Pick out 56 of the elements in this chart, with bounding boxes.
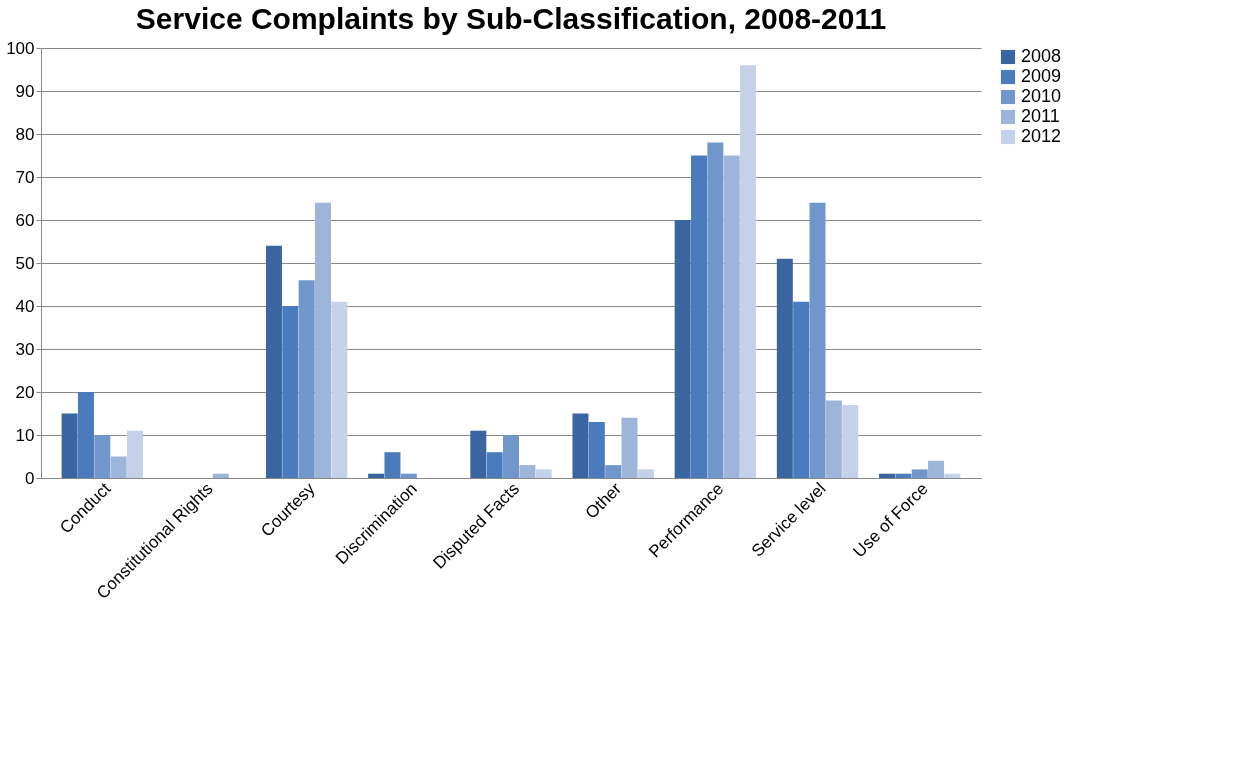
bar [282, 306, 299, 478]
bar [368, 473, 385, 478]
bar [212, 473, 229, 478]
bar [879, 473, 895, 478]
y-tick-label: 70 [15, 167, 35, 187]
bar [740, 65, 757, 478]
bar [384, 452, 401, 478]
bar [315, 202, 331, 478]
bar [723, 155, 740, 478]
bar [674, 220, 691, 478]
bar [298, 280, 315, 478]
y-tick-label: 10 [15, 425, 35, 445]
bar [61, 413, 78, 478]
bar [127, 430, 143, 478]
legend-label: 2010 [1021, 86, 1062, 106]
bar [110, 456, 127, 478]
y-tick-label: 0 [25, 468, 35, 488]
bar [535, 469, 552, 478]
bar [621, 417, 638, 478]
legend-label: 2011 [1021, 106, 1060, 126]
y-tick-label: 100 [6, 38, 35, 58]
bar [825, 400, 842, 478]
chart-title: Service Complaints by Sub-Classification, 2008-2011 [135, 2, 887, 35]
legend-label: 2008 [1021, 46, 1062, 66]
legend-label: 2012 [1021, 126, 1062, 146]
bar [895, 473, 912, 478]
bar [588, 422, 605, 478]
bar [691, 155, 707, 478]
bar [94, 435, 111, 478]
bar [637, 469, 654, 478]
bar [77, 392, 94, 478]
bar [793, 301, 810, 478]
bar [944, 473, 961, 478]
legend-label: 2009 [1021, 66, 1062, 86]
y-tick-label: 90 [15, 81, 35, 101]
bar [707, 142, 724, 478]
y-tick-label: 30 [15, 339, 35, 359]
bar [486, 452, 503, 478]
y-tick-label: 80 [15, 124, 35, 144]
y-tick-label: 60 [15, 210, 35, 230]
y-tick-label: 40 [15, 296, 35, 316]
bar [911, 469, 928, 478]
bar [572, 413, 589, 478]
bar [331, 301, 348, 478]
bar [809, 202, 826, 478]
y-tick-label: 50 [15, 253, 35, 273]
bar [519, 465, 536, 478]
bar [928, 460, 945, 478]
bar [470, 430, 487, 478]
bar [776, 258, 793, 478]
bar [503, 435, 519, 478]
bar [400, 473, 417, 478]
bar [842, 404, 859, 478]
y-tick-label: 20 [15, 382, 35, 402]
bar [265, 245, 282, 478]
bar [605, 465, 622, 478]
